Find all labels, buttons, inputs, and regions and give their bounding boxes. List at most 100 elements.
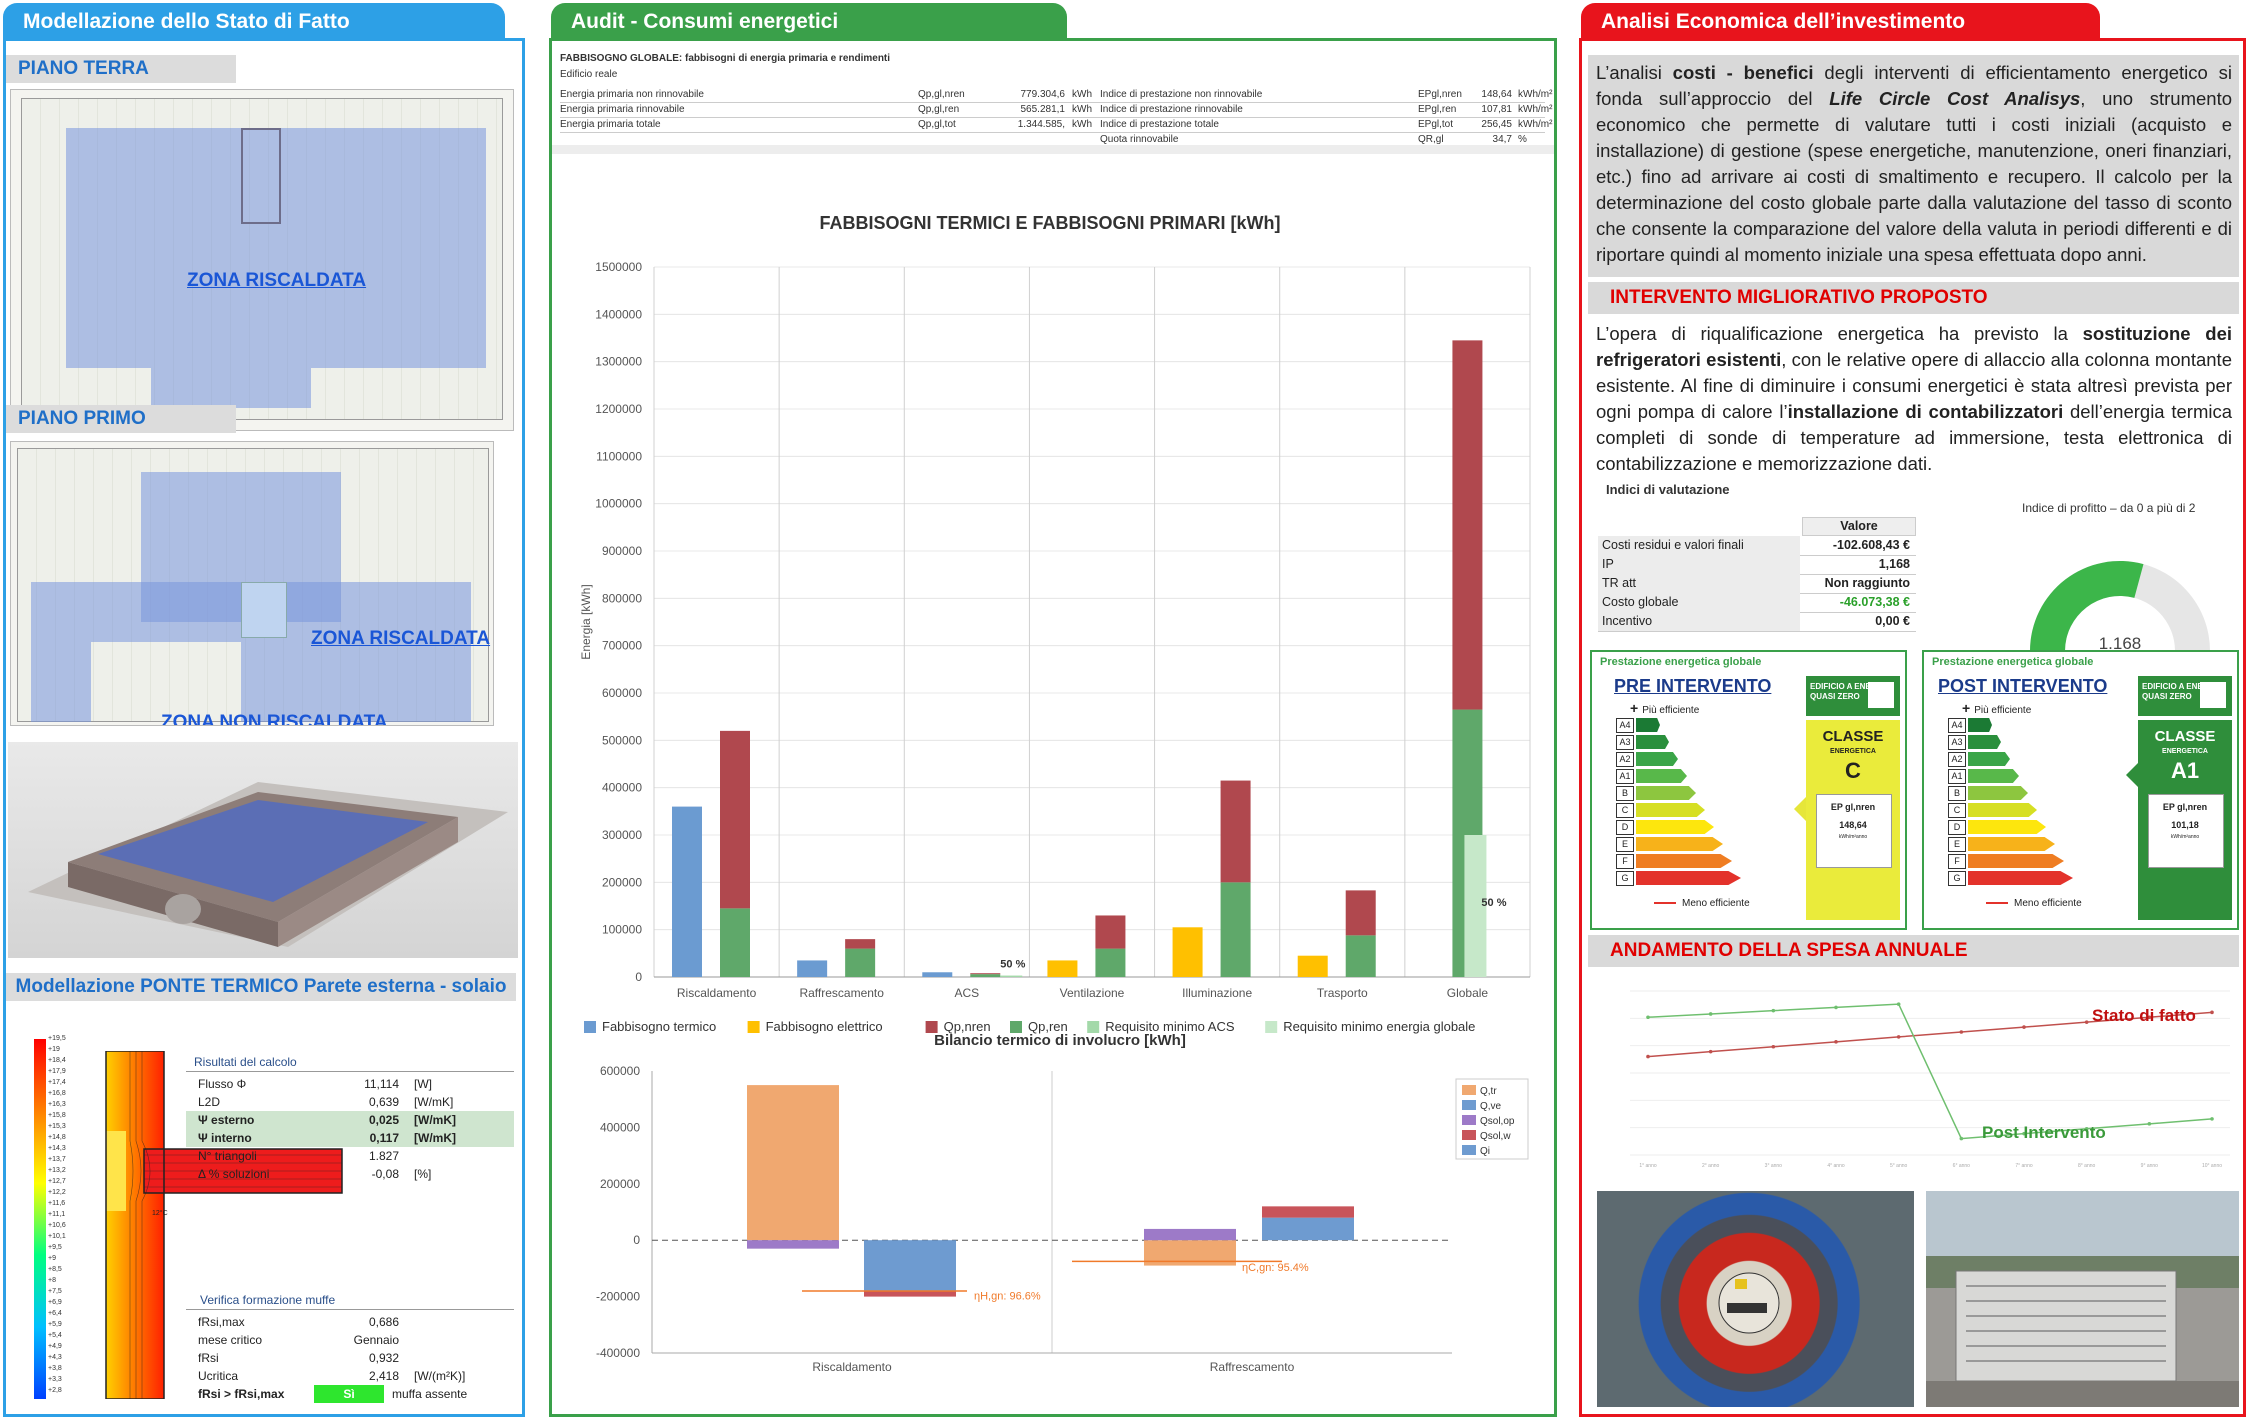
chart2-annotation: ηH,gn: 96.6% — [974, 1290, 1041, 1302]
scale-label: +14,3 — [48, 1145, 66, 1152]
risultati-key: Ψ esterno — [198, 1113, 255, 1127]
fabbisogno-cell: Energia primaria rinnovabile — [560, 104, 685, 115]
class-bar — [1968, 837, 2055, 851]
chart1-bar-left — [1047, 960, 1078, 977]
chart2-y-tick: -200000 — [596, 1290, 640, 1304]
chart1-bar-qpren — [1095, 948, 1126, 977]
indici-row: IP 1,168 — [1598, 555, 1916, 575]
risultati-value: 0,117 — [369, 1131, 399, 1145]
scale-label: +13,2 — [48, 1167, 66, 1174]
chart2-legend-label: Qi — [1480, 1146, 1490, 1157]
zona-non-riscaldata-label[interactable]: ZONA NON RISCALDATA — [161, 712, 388, 726]
thermal-bridge-panel: +19,5 +19 +18,4 +17,9 +17,4 +16,8 +16,3 +15,8 +1… — [6, 1003, 516, 1413]
center-tab[interactable]: Audit - Consumi energetici — [551, 3, 1067, 40]
left-tab[interactable]: Modellazione dello Stato di Fatto — [3, 3, 505, 40]
class-label: G — [1616, 871, 1634, 886]
fabbisogno-cell: Qp,gl,nren — [918, 89, 965, 100]
risultati-row: Ψ interno 0,117 [W/mK] — [186, 1129, 514, 1147]
class-bar — [1636, 854, 1732, 868]
class-bar — [1968, 871, 2073, 885]
left-content: PIANO TERRA ZONA RISCALDATA PIANO PRIMO … — [6, 41, 522, 1414]
scale-label: +11,1 — [48, 1211, 66, 1218]
photo-chiller-svg — [1926, 1270, 2239, 1407]
class-bar — [1636, 786, 1696, 800]
class-bar — [1968, 854, 2064, 868]
chart2-legend-label: Q,tr — [1480, 1086, 1497, 1097]
zona-riscaldata-label-2[interactable]: ZONA RISCALDATA — [311, 628, 491, 649]
chart3-line — [1647, 1003, 2213, 1140]
photo-meter-svg — [1718, 1272, 1780, 1334]
spesa-annuale-chart: 1° anno 2° anno 3° anno 4° anno 5° anno 6° an… — [1590, 975, 2241, 1185]
risultati-key: Flusso Φ — [198, 1077, 247, 1091]
fabbisogni-chart: FABBISOGNI TERMICI E FABBISOGNI PRIMARI … — [579, 213, 1531, 1034]
chart3-x-tick: 4° anno — [1827, 1163, 1845, 1169]
muffe-row: Ucritica 2,418 [W/(m²K)] — [186, 1367, 514, 1385]
class-label: A1 — [1616, 769, 1634, 784]
class-bar — [1636, 752, 1678, 766]
chart1-bar-qpnren — [1345, 890, 1376, 936]
fabbisogno-cell: 256,45 — [1481, 119, 1512, 130]
chart2-bar-qsolw — [864, 1290, 956, 1297]
chart2-annotation: ηC,gn: 95.4% — [1242, 1262, 1309, 1274]
piu-efficiente-row: + Più efficiente — [1962, 700, 2031, 716]
risultati-key: N° triangoli — [198, 1149, 257, 1163]
fabbisogno-cell: % — [1518, 134, 1527, 145]
chart1-bar-qpnren — [970, 973, 1001, 975]
chart3-point — [2022, 1025, 2026, 1029]
chart1-legend-label: Qp,nren — [944, 1019, 991, 1034]
muffe-key: Ucritica — [198, 1369, 239, 1383]
chart1-y-tick: 100000 — [602, 923, 642, 937]
fabbisogno-cell: kWh — [1072, 89, 1092, 100]
indici-key: IP — [1598, 555, 1800, 574]
scale-label: +2,8 — [48, 1387, 62, 1394]
chart1-legend-swatch — [584, 1021, 596, 1033]
chart1-bar-qpren — [1345, 935, 1376, 977]
fabbisogno-row: Energia primaria rinnovabile Qp,gl,ren 565… — [560, 102, 1552, 118]
fabbisogno-cell: EPgl,tot — [1418, 119, 1454, 130]
chart1-y-tick: 1300000 — [595, 355, 642, 369]
muffe-unit: [W/(m²K)] — [414, 1369, 466, 1383]
fabbisogno-cell: Indice di prestazione rinnovabile — [1100, 104, 1243, 115]
scale-label: +12,7 — [48, 1178, 66, 1185]
chart1-bar-req-global — [1464, 835, 1487, 977]
chart1-bar-left — [797, 960, 828, 977]
post-ep-header: Prestazione energetica globale — [1932, 656, 2094, 668]
minus-icon — [1654, 902, 1676, 905]
scale-label: +15,8 — [48, 1112, 66, 1119]
zona-riscaldata-label[interactable]: ZONA RISCALDATA — [187, 270, 367, 291]
class-bar — [1968, 735, 2001, 749]
scale-label: +10,1 — [48, 1233, 66, 1240]
scale-label: +3,8 — [48, 1365, 62, 1372]
risultati-value: 0,025 — [368, 1113, 399, 1127]
chart2-x-tick: Riscaldamento — [812, 1360, 892, 1373]
gauge-value: 1.168 — [2099, 634, 2142, 653]
chart2-y-tick: 400000 — [600, 1120, 640, 1134]
indici-value: -102.608,43 € — [1832, 538, 1910, 552]
pre-class-letter: C — [1845, 758, 1861, 783]
chart1-y-tick: 800000 — [602, 591, 642, 605]
chart2-title: Bilancio termico di involucro [kWh] — [934, 1032, 1186, 1049]
fabbisogno-cell: kWh — [1072, 104, 1092, 115]
class-label: F — [1948, 854, 1966, 869]
fabbisogno-subtitle: Edificio reale — [560, 69, 618, 80]
right-tab[interactable]: Analisi Economica dell’investimento — [1581, 3, 2100, 40]
chart3-x-tick: 7° anno — [2015, 1163, 2033, 1169]
fabbisogno-cell: 34,7 — [1492, 134, 1512, 145]
risultati-unit: [W/mK] — [414, 1095, 454, 1109]
chart3-x-tick: 1° anno — [1639, 1163, 1657, 1169]
fabbisogno-cell: 148,64 — [1481, 89, 1512, 100]
chart3-point — [1834, 1040, 1838, 1044]
chart1-legend-swatch — [1265, 1021, 1278, 1033]
floor-plan-ground: ZONA RISCALDATA — [10, 89, 514, 431]
indici-row: Costo globale -46.073,38 € — [1598, 593, 1916, 613]
class-bar — [1636, 803, 1705, 817]
scale-label: +7,5 — [48, 1288, 62, 1295]
fabbisogno-cell: Qp,gl,tot — [918, 119, 956, 130]
chart1-bar-left — [922, 972, 953, 977]
chart2-y-tick: 200000 — [600, 1177, 640, 1191]
chart1-annotation: 50 % — [1000, 959, 1025, 971]
chart3-x-tick: 6° anno — [1953, 1163, 1971, 1169]
chart1-y-tick: 1500000 — [595, 260, 642, 274]
center-frame — [549, 38, 1557, 1417]
muffe-title: Verifica formazione muffe — [200, 1293, 336, 1307]
